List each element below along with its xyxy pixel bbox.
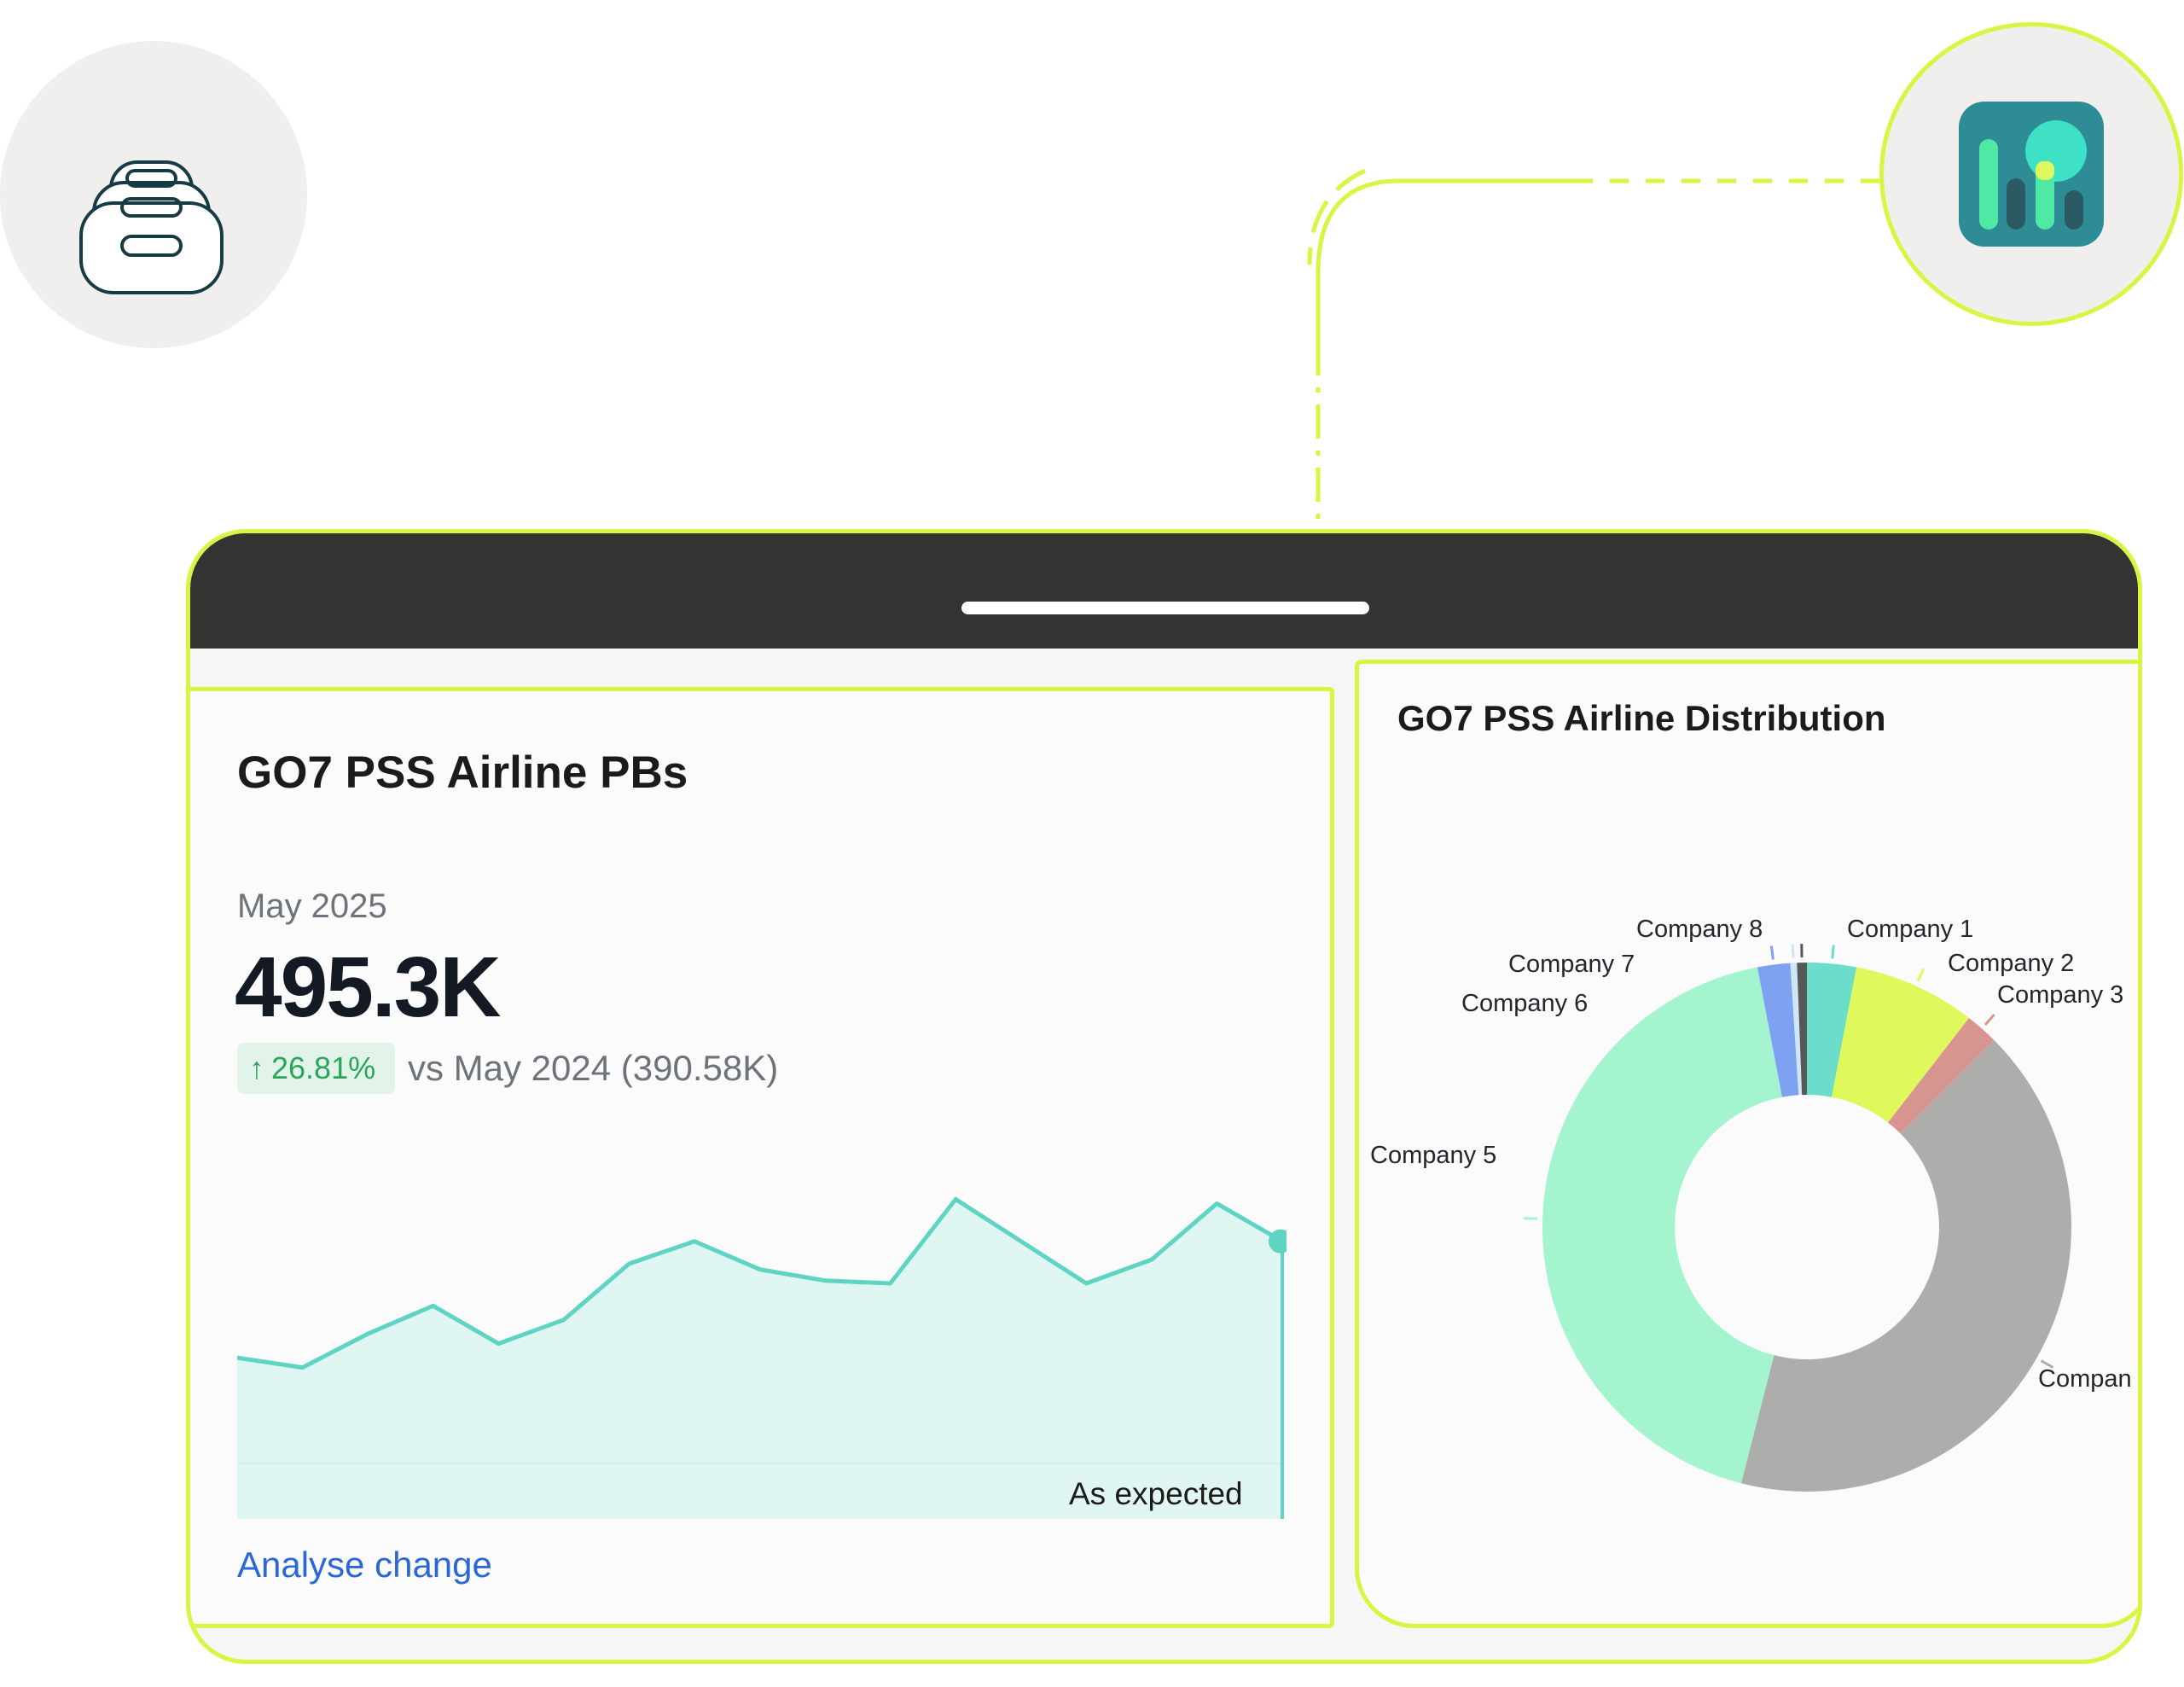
analytics-app-badge [1879, 22, 2183, 326]
trend-line [237, 1196, 1284, 1370]
label-company-5: Company 5 [1370, 1142, 1497, 1169]
label-company-4: Compan [2038, 1365, 2132, 1393]
distribution-donut-chart [1524, 944, 2071, 1492]
analytics-app-icon [1959, 102, 2104, 247]
card-title: GO7 PSS Airline Distribution [1397, 698, 1886, 738]
slice-company-2 [1832, 967, 1970, 1123]
change-badge: ↑ 26.81% [237, 1043, 395, 1094]
metric-value: 495.3K [235, 939, 501, 1035]
database-source-badge [0, 41, 307, 348]
arrow-up-icon: ↑ [249, 1050, 264, 1085]
slice-company-1 [1807, 963, 1857, 1097]
label-company-1: Company 1 [1847, 916, 1974, 943]
leader-company-1 [1831, 945, 1835, 959]
trend-sparkline [237, 1196, 1287, 1519]
change-percent: 26.81% [271, 1050, 376, 1085]
label-company-8: Company 8 [1636, 916, 1763, 943]
database-icon [79, 160, 224, 294]
airline-pbs-card: GO7 PSS Airline PBs May 2025 495.3K ↑ 26.… [190, 687, 1334, 1628]
slice-company-6 [1757, 963, 1799, 1097]
slice-company-8 [1797, 963, 1807, 1096]
leader-company-6 [1769, 945, 1774, 960]
current-point [1269, 1229, 1287, 1254]
device-top-bar [190, 533, 2138, 649]
status-label: As expected [1069, 1476, 1243, 1511]
airline-distribution-card: GO7 PSS Airline Distribution Company 1 Co… [1355, 660, 2138, 1628]
card-title: GO7 PSS Airline PBs [237, 748, 688, 798]
slice-company-3 [1888, 1018, 1995, 1134]
comparison-text: vs May 2024 (390.58K) [408, 1048, 779, 1088]
label-company-3: Company 3 [1997, 981, 2124, 1009]
trend-area [237, 1199, 1282, 1519]
label-company-7: Company 7 [1508, 951, 1635, 978]
leader-company-3 [1984, 1013, 1995, 1026]
leader-company-7 [1791, 944, 1795, 958]
drag-handle[interactable] [961, 602, 1369, 614]
leader-company-4 [2040, 1359, 2054, 1369]
analyse-change-link[interactable]: Analyse change [237, 1544, 492, 1585]
label-company-2: Company 2 [1948, 950, 2075, 977]
device-frame: GO7 PSS Airline PBs May 2025 495.3K ↑ 26.… [186, 529, 2142, 1664]
slice-company-5 [1542, 967, 1782, 1484]
slice-company-4 [1740, 1039, 2071, 1492]
label-company-6: Company 6 [1461, 990, 1589, 1017]
slice-company-7 [1790, 963, 1803, 1096]
leader-company-2 [1916, 968, 1925, 982]
period-label: May 2025 [237, 887, 387, 925]
